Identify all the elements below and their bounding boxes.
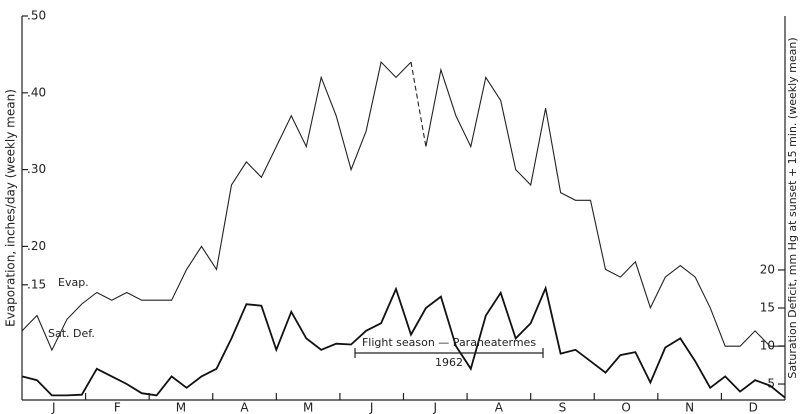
x-tick-label: N [685,401,694,414]
x-tick-label: S [559,401,567,414]
x-tick-label: D [749,401,758,414]
y2-tick-label: 5 [767,377,775,391]
series-line [425,67,785,347]
y-tick-label: .50 [27,9,46,23]
x-tick-label: F [114,401,121,414]
x-tick-label: O [621,401,630,414]
x-tick-label: A [240,401,249,414]
y2-tick-label: 10 [760,339,775,353]
y-tick-label: .40 [27,85,46,99]
x-tick-label: J [433,401,438,414]
y2-tick-label: 20 [760,262,775,276]
y-tick-label: .20 [27,239,46,253]
y-tick-label: .30 [27,162,46,176]
y2-tick-label: 15 [760,300,775,314]
series-line [21,60,412,352]
y-axis-label: Evaporation, inches/day (weekly mean) [4,89,18,327]
x-tick-label: J [369,401,374,414]
y2-axis-label: Saturation Deficit, mm Hg at sunset + 15… [786,37,799,378]
x-tick-label: J [51,401,56,414]
x-tick-label: M [303,401,313,414]
annotation: Flight season — Paraneatermes [362,336,536,349]
series-line [410,62,427,147]
y-tick-label: .15 [27,277,46,291]
series-label: Sat. Def. [48,327,95,340]
series-label: Evap. [58,276,89,289]
x-tick-label: A [495,401,504,414]
x-tick-label: M [176,401,186,414]
annotation-sub: 1962 [435,356,463,369]
series-line [21,285,786,399]
